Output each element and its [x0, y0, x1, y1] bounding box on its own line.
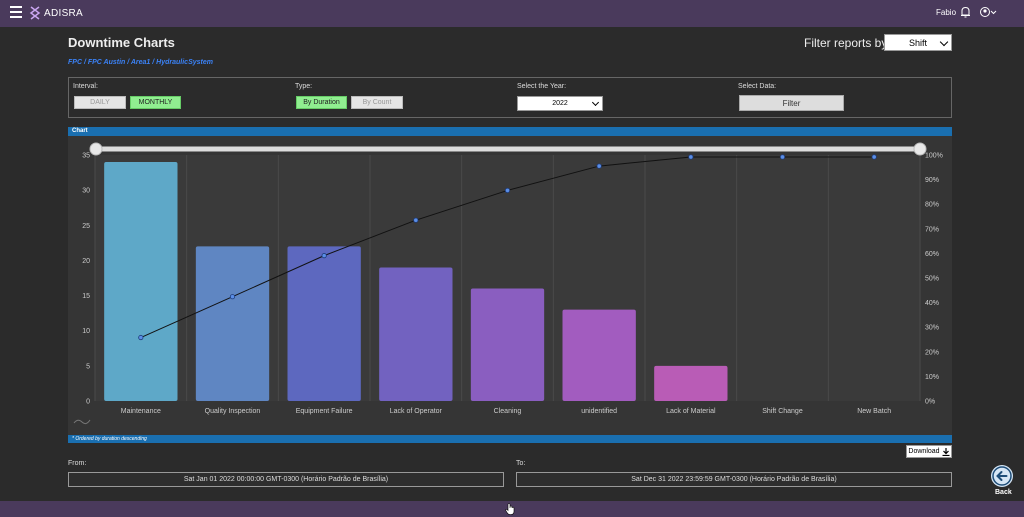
year-label: Select the Year:: [517, 83, 567, 90]
type-label: Type:: [295, 83, 313, 90]
x-tick-label: Maintenance: [121, 408, 161, 415]
y-tick-label: 30: [82, 188, 90, 195]
x-tick-label: Equipment Failure: [296, 408, 353, 415]
year-select[interactable]: 2022: [517, 96, 603, 111]
y-tick-label: 5: [86, 363, 90, 370]
cumulative-point: [138, 334, 144, 341]
chart-footer-note: * Ordered by duration descending: [68, 435, 952, 443]
back-arrow-icon: [992, 466, 1012, 486]
pareto-chart: 0 5 10 15 20 25 30 35 0% 10% 20% 30% 40% 50% 60% 70% 80%…: [73, 142, 943, 425]
app-title: ADISRA: [44, 8, 84, 19]
chevron-down-icon: [591, 98, 600, 107]
bell-icon[interactable]: [960, 6, 971, 18]
y2-tick-label: 0%: [925, 399, 935, 406]
from-date-field[interactable]: Sat Jan 01 2022 00:00:00 GMT-0300 (Horár…: [68, 472, 504, 487]
hand-cursor-icon: [505, 503, 515, 515]
chart-area: 0 5 10 15 20 25 30 35 0% 10% 20% 30% 40% 50% 60% 70% 80%…: [68, 136, 952, 435]
y-tick-label: 25: [82, 223, 90, 230]
page-title: Downtime Charts: [68, 35, 175, 50]
navigator-wave-icon: [73, 419, 91, 425]
cumulative-point: [504, 187, 511, 194]
cumulative-point: [688, 154, 694, 160]
top-bar: ADISRA Fabio: [0, 0, 1024, 27]
filter-reports-label: Filter reports by:: [804, 36, 891, 50]
user-name: Fabio: [936, 8, 957, 17]
y2-tick-label: 40%: [925, 300, 939, 307]
y2-tick-label: 100%: [925, 153, 943, 160]
cumulative-point: [596, 163, 602, 169]
y2-tick-label: 30%: [925, 325, 939, 332]
back-label: Back: [995, 489, 1012, 496]
y2-tick-label: 90%: [925, 177, 939, 184]
by-duration-button[interactable]: By Duration: [296, 96, 347, 109]
cumulative-point: [321, 253, 327, 259]
x-tick-label: Quality Inspection: [205, 408, 261, 415]
filter-button[interactable]: Filter: [739, 95, 844, 111]
bar: [562, 309, 636, 401]
bar: [195, 246, 270, 401]
y-tick-label: 15: [82, 293, 90, 300]
bar: [379, 267, 453, 401]
to-date-field[interactable]: Sat Dec 31 2022 23:59:59 GMT-0300 (Horár…: [516, 472, 952, 487]
y2-tick-label: 60%: [925, 251, 939, 258]
filter-reports-select[interactable]: Shift: [884, 34, 952, 51]
y-tick-label: 10: [82, 328, 90, 335]
x-tick-label: Lack of Material: [666, 408, 716, 415]
y-tick-label: 0: [86, 399, 90, 406]
controls-panel: Interval: DAILY MONTHLY Type: By Duratio…: [68, 77, 952, 118]
range-slider-handle-right: [913, 142, 927, 156]
x-tick-label: Shift Change: [762, 408, 803, 415]
adisra-logo-icon: [29, 6, 41, 20]
cumulative-point: [871, 154, 877, 160]
y2-tick-label: 10%: [925, 374, 939, 381]
to-label: To:: [516, 460, 526, 467]
y2-tick-label: 70%: [925, 226, 939, 233]
interval-label: Interval:: [73, 83, 98, 90]
bar: [470, 288, 545, 401]
download-icon: [942, 447, 950, 456]
y2-tick-label: 80%: [925, 202, 939, 209]
bar: [654, 365, 728, 401]
daily-button[interactable]: DAILY: [74, 96, 126, 109]
cumulative-point: [779, 154, 786, 160]
x-tick-label: Lack of Operator: [390, 408, 443, 415]
filter-reports-value: Shift: [908, 37, 927, 48]
y-tick-label: 20: [82, 258, 90, 265]
x-tick-label: unidentified: [581, 408, 617, 415]
monthly-button[interactable]: MONTHLY: [130, 96, 181, 109]
year-value: 2022: [552, 100, 568, 107]
back-button[interactable]: [991, 465, 1013, 487]
breadcrumb[interactable]: FPC / FPC Austin / Area1 / HydraulicSyst…: [68, 59, 213, 66]
menu-icon[interactable]: [10, 6, 22, 18]
range-slider-handle-left: [89, 142, 103, 156]
by-count-button[interactable]: By Count: [351, 96, 403, 109]
select-data-label: Select Data:: [738, 83, 777, 90]
download-label: Download: [908, 448, 940, 455]
chart-header: Chart: [68, 127, 952, 136]
download-button[interactable]: Download: [906, 445, 952, 458]
y2-tick-label: 20%: [925, 349, 939, 356]
x-tick-label: Cleaning: [494, 408, 522, 415]
user-account-icon[interactable]: [979, 6, 999, 18]
cumulative-point: [413, 217, 419, 223]
bar: [104, 162, 178, 401]
x-tick-label: New Batch: [857, 408, 891, 415]
cumulative-point: [229, 294, 236, 300]
y-tick-label: 35: [82, 153, 90, 160]
y2-tick-label: 50%: [925, 276, 939, 283]
chevron-down-icon: [939, 37, 949, 47]
bar: [287, 246, 361, 401]
from-label: From:: [68, 460, 87, 467]
